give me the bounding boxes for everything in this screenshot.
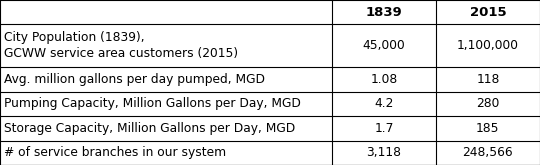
- Text: Avg. million gallons per day pumped, MGD: Avg. million gallons per day pumped, MGD: [4, 73, 265, 86]
- Text: # of service branches in our system: # of service branches in our system: [4, 146, 226, 159]
- Text: 248,566: 248,566: [463, 146, 513, 159]
- Text: 280: 280: [476, 98, 500, 110]
- Text: 2015: 2015: [470, 6, 506, 19]
- Text: 1.08: 1.08: [370, 73, 397, 86]
- Text: 118: 118: [476, 73, 500, 86]
- Text: 185: 185: [476, 122, 500, 135]
- Text: 1839: 1839: [366, 6, 402, 19]
- Text: 1,100,000: 1,100,000: [457, 39, 519, 52]
- Text: City Population (1839),
GCWW service area customers (2015): City Population (1839), GCWW service are…: [4, 31, 239, 60]
- Text: 4.2: 4.2: [374, 98, 394, 110]
- Text: 45,000: 45,000: [362, 39, 406, 52]
- Text: 3,118: 3,118: [367, 146, 401, 159]
- Text: Storage Capacity, Million Gallons per Day, MGD: Storage Capacity, Million Gallons per Da…: [4, 122, 295, 135]
- Text: Pumping Capacity, Million Gallons per Day, MGD: Pumping Capacity, Million Gallons per Da…: [4, 98, 301, 110]
- Text: 1.7: 1.7: [374, 122, 394, 135]
